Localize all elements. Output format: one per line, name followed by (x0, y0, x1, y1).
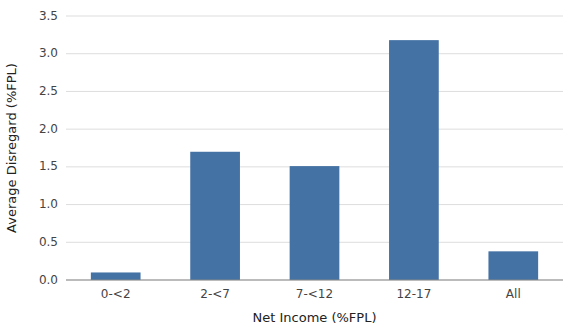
bar (91, 272, 141, 280)
bar (488, 251, 538, 280)
x-tick-labels: 0-<2 2-<7 7-<12 12-17 All (101, 287, 521, 301)
y-tick-label: 0.5 (39, 235, 58, 249)
chart-svg: 0.0 0.5 1.0 1.5 2.0 2.5 3.0 3.5 0-<2 2-<7 7-<12 12-… (0, 0, 579, 334)
y-tick-label: 3.0 (39, 46, 58, 60)
y-axis-label: Average Disregard (%FPL) (4, 63, 19, 233)
grid-line (66, 16, 563, 17)
y-grid (66, 16, 563, 280)
y-tick-label: 2.5 (39, 84, 58, 98)
grid-line (66, 280, 563, 281)
chart-container: 0.0 0.5 1.0 1.5 2.0 2.5 3.0 3.5 0-<2 2-<7 7-<12 12-… (0, 0, 579, 334)
bars (91, 40, 538, 280)
x-tick-label: 7-<12 (296, 287, 333, 301)
grid-line (66, 129, 563, 130)
y-tick-label: 1.5 (39, 159, 58, 173)
x-tick-label: All (506, 287, 521, 301)
x-axis-label: Net Income (%FPL) (253, 310, 377, 325)
x-tick-label: 2-<7 (200, 287, 230, 301)
x-axis-line (66, 280, 563, 281)
x-tick-label: 0-<2 (101, 287, 131, 301)
y-tick-label: 0.0 (39, 273, 58, 287)
y-tick-label: 1.0 (39, 197, 58, 211)
bar (389, 40, 439, 280)
bar (190, 152, 240, 280)
grid-line (66, 91, 563, 92)
y-tick-label: 3.5 (39, 9, 58, 23)
x-tick-label: 12-17 (396, 287, 431, 301)
y-tick-label: 2.0 (39, 122, 58, 136)
grid-line (66, 53, 563, 54)
bar (290, 166, 340, 280)
y-tick-labels: 0.0 0.5 1.0 1.5 2.0 2.5 3.0 3.5 (39, 9, 58, 287)
